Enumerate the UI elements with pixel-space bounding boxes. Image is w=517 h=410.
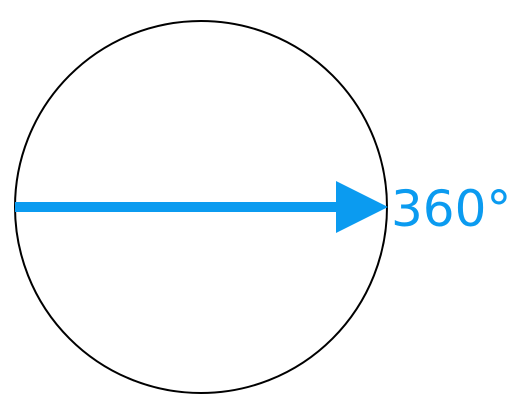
angle-label: 360° — [391, 180, 511, 238]
radius-arrow-head — [336, 181, 388, 233]
